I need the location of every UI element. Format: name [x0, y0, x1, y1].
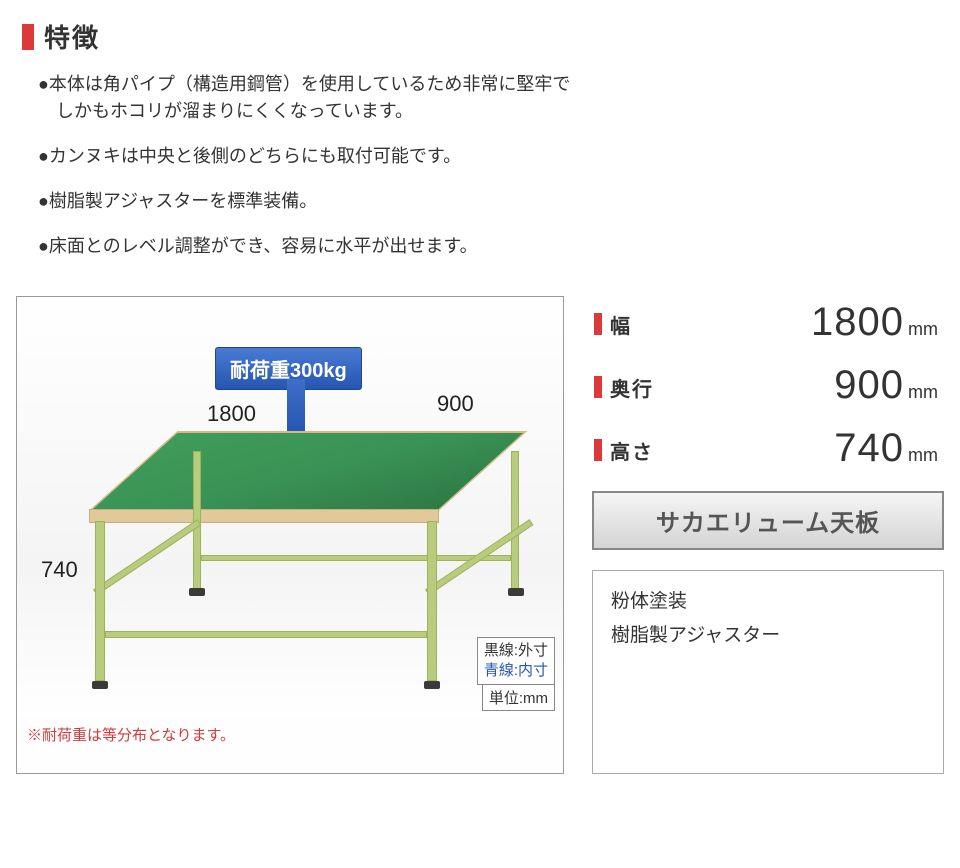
materials-box: 粉体塗装 樹脂製アジャスター [592, 570, 944, 774]
spec-label: 奥行 [610, 373, 654, 402]
table-stretcher [105, 631, 427, 638]
load-note: ※耐荷重は等分布となります。 [27, 724, 235, 745]
diagram-footer: ※耐荷重は等分布となります。 [17, 717, 563, 753]
legend-box: 黒線:外寸 青線:内寸 [477, 637, 555, 686]
legend-inner: 青線:内寸 [484, 661, 548, 681]
feature-item: ●本体は角パイプ（構造用鋼管）を使用しているため非常に堅牢で しかもホコリが溜ま… [38, 71, 960, 125]
accent-bar-sm [594, 376, 602, 398]
spec-value: 740 [834, 426, 904, 471]
spec-unit: mm [908, 445, 938, 466]
product-diagram-panel: 耐荷重300kg 1800 900 740 黒線:外寸 青線:内寸 [16, 296, 564, 774]
spec-value: 1800 [811, 300, 904, 345]
feature-item: ●カンヌキは中央と後側のどちらにも取付可能です。 [38, 143, 960, 170]
main-row: 耐荷重300kg 1800 900 740 黒線:外寸 青線:内寸 [0, 286, 960, 774]
spec-row-height: 高さ 740 mm [592, 422, 944, 477]
table-foot [189, 588, 205, 596]
accent-bar [22, 24, 34, 50]
spec-row-depth: 奥行 900 mm [592, 359, 944, 414]
table-leg [95, 521, 105, 681]
material-item: 粉体塗装 [611, 585, 925, 619]
spec-label: 幅 [610, 310, 632, 339]
accent-bar-sm [594, 439, 602, 461]
tabletop-name: サカエリューム天板 [594, 503, 942, 538]
accent-bar-sm [594, 313, 602, 335]
specs-panel: 幅 1800 mm 奥行 900 mm 高さ 740 m [592, 296, 944, 774]
product-diagram: 耐荷重300kg 1800 900 740 黒線:外寸 青線:内寸 [17, 297, 563, 717]
spec-unit: mm [908, 382, 938, 403]
table-leg [427, 521, 437, 681]
unit-label: 単位:mm [482, 684, 555, 711]
table-edge-shape [89, 509, 439, 523]
badge-arrow-icon [287, 379, 305, 433]
table-foot [508, 588, 524, 596]
spec-unit: mm [908, 319, 938, 340]
section-title: 特徴 [44, 18, 100, 55]
spec-value: 900 [834, 363, 904, 408]
tabletop-name-box: サカエリューム天板 [592, 491, 944, 550]
dimension-depth: 900 [437, 391, 474, 417]
dimension-height: 740 [41, 557, 78, 583]
features-list: ●本体は角パイプ（構造用鋼管）を使用しているため非常に堅牢で しかもホコリが溜ま… [0, 71, 960, 286]
table-stretcher [93, 519, 201, 595]
dimension-width: 1800 [207, 401, 256, 427]
legend-outer: 黒線:外寸 [484, 641, 548, 661]
feature-item: ●床面とのレベル調整ができ、容易に水平が出せます。 [38, 233, 960, 260]
material-item: 樹脂製アジャスター [611, 619, 925, 653]
section-header: 特徴 [0, 0, 960, 71]
table-stretcher [201, 555, 511, 561]
table-top-shape [89, 431, 528, 511]
table-leg [511, 451, 519, 589]
spec-row-width: 幅 1800 mm [592, 296, 944, 351]
table-foot [424, 681, 440, 689]
table-foot [92, 681, 108, 689]
spec-label: 高さ [610, 436, 654, 465]
feature-item: ●樹脂製アジャスターを標準装備。 [38, 188, 960, 215]
